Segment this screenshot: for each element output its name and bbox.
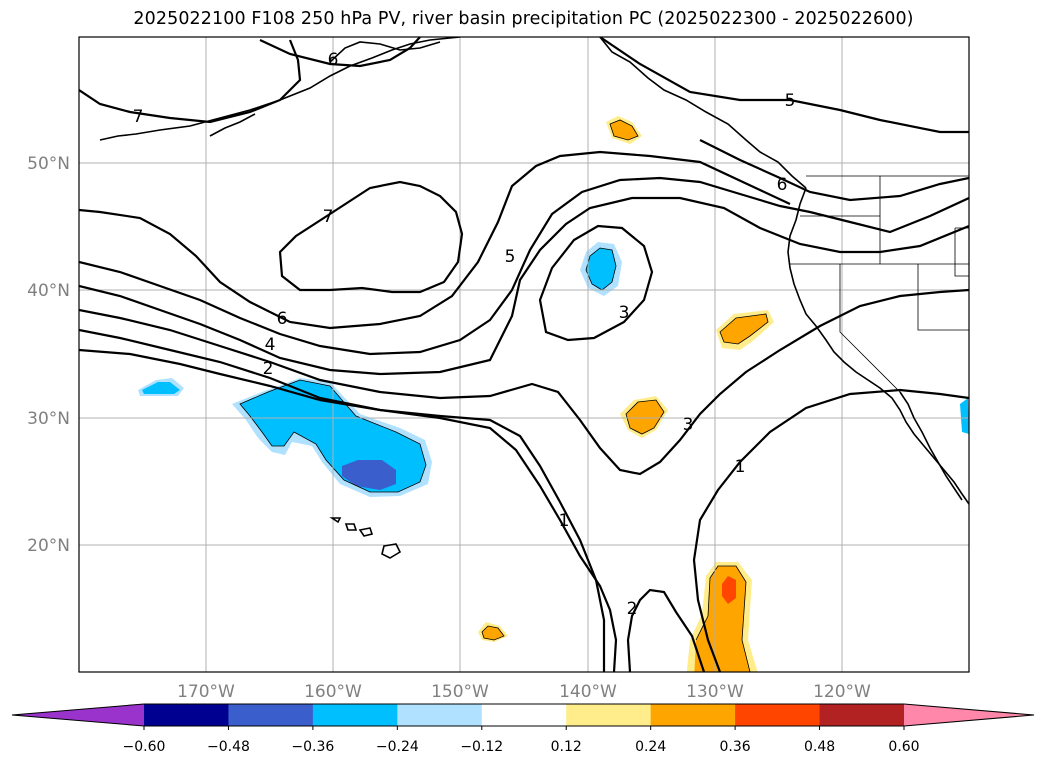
colorbar-tick-label: 0.36 bbox=[720, 739, 751, 755]
lon-label-130w: 130°W bbox=[686, 682, 744, 702]
pv-label-7-west: 7 bbox=[133, 107, 144, 127]
pv-contour-7-closed bbox=[278, 180, 464, 294]
pv-contour-5-main bbox=[79, 176, 969, 356]
pv-label-5-main: 5 bbox=[505, 247, 516, 267]
aleutians-coast bbox=[99, 37, 461, 141]
pv-contour-3-main bbox=[79, 288, 969, 476]
lat-label-50n: 50°N bbox=[27, 154, 70, 174]
colorbar-extend-max bbox=[904, 704, 1034, 726]
colorbar-segment bbox=[312, 704, 398, 726]
latitude-labels: 50°N 40°N 30°N 20°N bbox=[27, 154, 70, 556]
pv-contour-3-closed bbox=[538, 224, 654, 342]
colorbar-tick-label: −0.36 bbox=[291, 739, 334, 755]
pv-label-3-closed: 3 bbox=[619, 303, 630, 323]
precip-outlines bbox=[239, 119, 769, 672]
coastlines bbox=[99, 37, 969, 559]
pv-label-6-top: 6 bbox=[328, 50, 339, 70]
neg-anomaly-blob-west-core bbox=[142, 382, 180, 394]
lon-label-140w: 140°W bbox=[559, 682, 617, 702]
pv-label-4: 4 bbox=[265, 335, 276, 355]
colorbar-segment bbox=[228, 704, 314, 726]
colorbar: −0.60 −0.48 −0.36 −0.24 −0.12 0.12 0.24 0.36 0.4… bbox=[11, 703, 1035, 755]
pv-contour-1-main bbox=[79, 348, 618, 672]
pv-label-6-coast: 6 bbox=[777, 175, 788, 195]
colorbar-tick-label: 0.12 bbox=[551, 739, 582, 755]
map-title: 2025022100 F108 250 hPa PV, river basin … bbox=[133, 9, 914, 29]
lon-label-150w: 150°W bbox=[431, 682, 489, 702]
pv-contour-6-main bbox=[79, 150, 791, 330]
colorbar-tick-label: −0.12 bbox=[460, 739, 503, 755]
pos-anomaly-blob-3-core bbox=[626, 400, 664, 434]
pv-label-1-main: 1 bbox=[559, 511, 570, 531]
lat-label-40n: 40°N bbox=[27, 281, 70, 301]
pv-contour-1-south bbox=[692, 388, 969, 672]
pv-label-6-main: 6 bbox=[277, 309, 288, 329]
map-content: 7 6 7 5 6 5 6 4 2 3 3 1 1 2 bbox=[79, 37, 969, 672]
colorbar-tick-label: −0.60 bbox=[123, 739, 166, 755]
west-coast bbox=[787, 187, 969, 505]
lat-label-30n: 30°N bbox=[27, 409, 70, 429]
colorbar-segment bbox=[481, 704, 567, 726]
colorbar-segment bbox=[819, 704, 905, 726]
pv-contour-labels: 7 6 7 5 6 5 6 4 2 3 3 1 1 2 bbox=[133, 50, 796, 619]
pv-label-7-closed: 7 bbox=[323, 207, 334, 227]
pv-label-5-ne: 5 bbox=[785, 91, 796, 111]
pv-label-1-south: 1 bbox=[735, 457, 746, 477]
pv-label-2: 2 bbox=[263, 359, 274, 379]
lon-label-120w: 120°W bbox=[813, 682, 871, 702]
colorbar-segment bbox=[397, 704, 483, 726]
pv-label-3-main: 3 bbox=[683, 415, 694, 435]
colorbar-segment bbox=[735, 704, 821, 726]
pv-contour-2-south bbox=[626, 588, 706, 672]
colorbar-segment bbox=[566, 704, 652, 726]
pv-contour-2-main bbox=[79, 328, 606, 672]
lat-label-20n: 20°N bbox=[27, 536, 70, 556]
pv-contour-6-coast bbox=[699, 139, 969, 202]
map-frame bbox=[78, 36, 970, 673]
pos-anomaly-blob-4-core bbox=[482, 626, 504, 640]
pv-contours bbox=[79, 37, 969, 672]
neg-anomaly-hawaii-inner bbox=[342, 460, 396, 490]
colorbar-tick-label: −0.24 bbox=[376, 739, 419, 755]
colorbar-segment bbox=[650, 704, 736, 726]
hawaii-islands bbox=[329, 517, 402, 559]
neg-anomaly-blob-ne-pacific-core bbox=[586, 248, 616, 290]
colorbar-tick-label: 0.24 bbox=[635, 739, 666, 755]
colorbar-tick-label: −0.48 bbox=[207, 739, 250, 755]
pv-contour-5-ne bbox=[599, 37, 969, 134]
pos-anomaly-blob-1-core bbox=[610, 120, 638, 140]
pv-contour-6-top bbox=[259, 37, 421, 68]
graticule bbox=[79, 37, 969, 672]
pos-anomaly-blob-5-inner bbox=[722, 576, 736, 604]
colorbar-extend-min bbox=[12, 704, 144, 726]
pv-contour-7-west bbox=[79, 39, 302, 124]
pv-label-2-south: 2 bbox=[627, 599, 638, 619]
colorbar-tick-label: 0.60 bbox=[888, 739, 919, 755]
longitude-labels: 170°W 160°W 150°W 140°W 130°W 120°W bbox=[177, 682, 871, 702]
lon-label-160w: 160°W bbox=[304, 682, 362, 702]
political-borders bbox=[790, 175, 969, 393]
colorbar-segment bbox=[144, 704, 229, 726]
lon-label-170w: 170°W bbox=[177, 682, 235, 702]
neg-anomaly-blob-coast bbox=[960, 398, 969, 434]
pv-contour-4-main bbox=[79, 196, 969, 376]
colorbar-tick-label: 0.48 bbox=[804, 739, 835, 755]
pos-anomaly-blob-5-core bbox=[694, 566, 750, 672]
